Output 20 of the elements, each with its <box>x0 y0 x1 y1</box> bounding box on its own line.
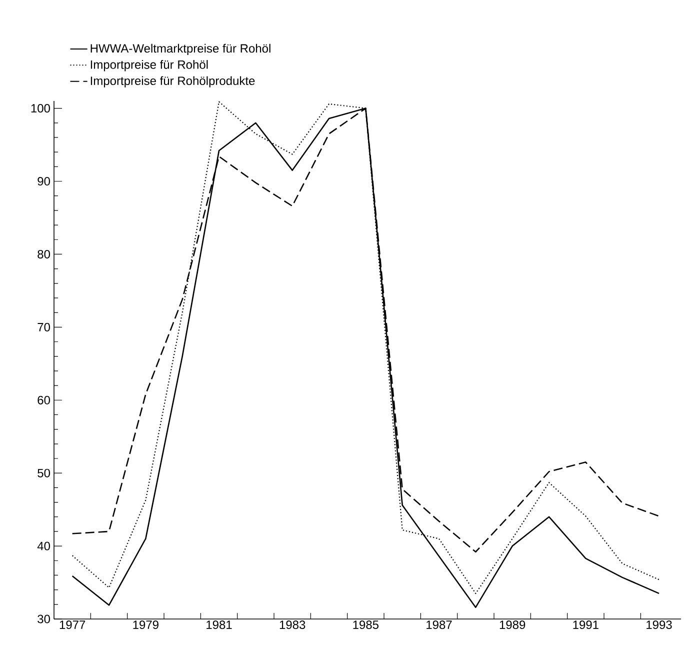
y-tick-label: 70 <box>38 322 50 332</box>
y-tick-label: 60 <box>38 396 50 404</box>
x-tick-label: 1985 <box>353 620 379 630</box>
y-tick-label: 40 <box>37 542 50 550</box>
y-tick-label: 100 <box>31 104 50 113</box>
x-tick-label: 1983 <box>280 620 306 630</box>
x-tick-label: 1991 <box>573 620 598 630</box>
x-tick-label: 1977 <box>60 620 86 630</box>
x-tick-label: 1987 <box>426 620 452 630</box>
x-tick-label: 1989 <box>500 620 526 630</box>
y-tick-label: 80 <box>38 250 50 258</box>
y-tick-label: 50 <box>38 468 50 478</box>
x-tick-label: 1981 <box>206 620 232 630</box>
x-tick-label: 1979 <box>133 620 158 630</box>
legend-label: Importpreise für Rohölprodukte <box>90 76 255 88</box>
legend-label: Importpreise für Rohöl <box>90 60 208 72</box>
y-tick-label: 90 <box>38 177 50 186</box>
x-tick-label: 1993 <box>646 620 672 630</box>
legend-label: HWWA-Weltmarktpreise für Rohöl <box>90 44 270 56</box>
y-tick-label: 30 <box>38 614 50 624</box>
